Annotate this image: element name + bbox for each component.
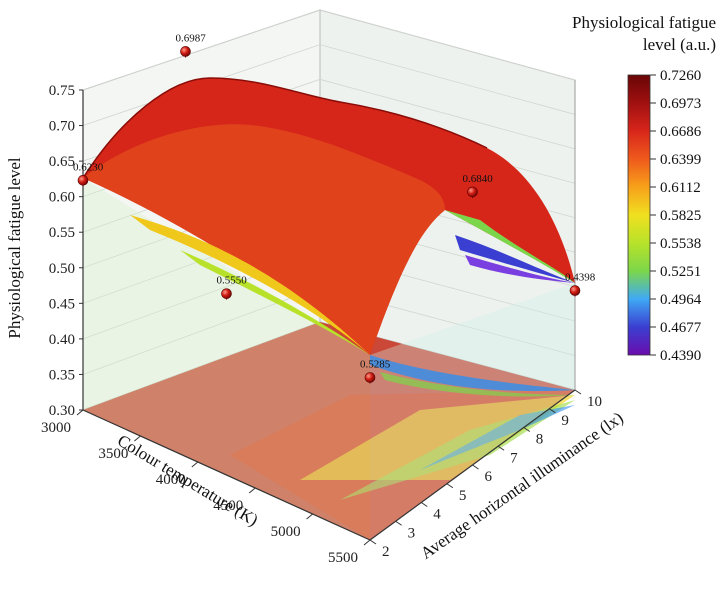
colorbar-tick-label: 0.5251 xyxy=(660,264,701,280)
y-tick-label: 5 xyxy=(459,488,467,504)
colorbar-tick-label: 0.5538 xyxy=(660,236,701,252)
x-tick-mark xyxy=(248,487,256,494)
x-tick-label: 4500 xyxy=(213,498,243,514)
z-tick-label: 0.55 xyxy=(49,225,75,241)
x-tick-label: 5500 xyxy=(328,550,358,566)
y-tick-label: 3 xyxy=(408,525,416,541)
z-tick-label: 0.70 xyxy=(49,119,75,135)
z-tick-label: 0.60 xyxy=(49,190,75,206)
colorbar-tick-label: 0.5825 xyxy=(660,208,701,224)
y-tick-label: 10 xyxy=(587,394,602,410)
y-tick-mark xyxy=(472,464,479,470)
data-point xyxy=(569,285,581,296)
x-tick-mark xyxy=(76,409,84,416)
z-axis-title: Physiological fatigue level xyxy=(5,157,24,339)
data-point xyxy=(180,46,191,57)
y-tick-label: 7 xyxy=(510,450,518,466)
colorbar-tick-label: 0.4677 xyxy=(660,320,702,336)
data-point xyxy=(77,175,89,186)
z-tick-label: 0.65 xyxy=(49,154,75,170)
data-point-label: 0.6987 xyxy=(176,32,207,44)
data-point xyxy=(221,288,232,299)
y-tick-mark xyxy=(549,408,556,414)
z-gridline xyxy=(82,9,576,91)
z-tick-label: 0.35 xyxy=(49,367,75,383)
data-point-label: 0.6230 xyxy=(73,161,104,173)
y-tick-mark xyxy=(446,483,454,489)
data-point-label: 0.5285 xyxy=(360,359,391,371)
y-tick-mark xyxy=(420,502,428,507)
data-point-label: 0.4398 xyxy=(565,272,596,284)
y-tick-label: 4 xyxy=(433,507,441,523)
colorbar-tick-label: 0.4964 xyxy=(660,292,702,308)
colorbar-title-line2: level (a.u.) xyxy=(643,35,716,54)
colorbar-tick-label: 0.6686 xyxy=(660,124,702,140)
y-tick-label: 6 xyxy=(485,469,493,485)
data-point-label: 0.6840 xyxy=(463,173,494,185)
z-tick-label: 0.30 xyxy=(49,403,75,419)
data-point xyxy=(467,186,478,198)
y-tick-mark xyxy=(369,539,377,545)
y-tick-label: 9 xyxy=(561,413,569,429)
y-tick-mark xyxy=(395,520,402,526)
right-face xyxy=(370,283,575,540)
colorbar-tick-label: 0.6399 xyxy=(660,152,701,168)
data-points: 0.62300.69870.72330.55500.52850.68400.43… xyxy=(73,32,596,384)
colorbar-title-line1: Physiological fatigue xyxy=(572,13,716,32)
x-tick-label: 3000 xyxy=(41,420,71,436)
front-face xyxy=(83,178,370,540)
fatigue-surface xyxy=(82,77,575,397)
y-tick-mark xyxy=(574,389,582,395)
y-tick-label: 8 xyxy=(536,432,544,448)
colorbar-gradient xyxy=(627,74,651,356)
data-point-label: 0.5550 xyxy=(217,275,248,287)
colorbar-tick-label: 0.6973 xyxy=(660,96,701,112)
colorbar-tick-label: 0.6112 xyxy=(660,180,701,196)
y-tick-label: 2 xyxy=(382,544,390,560)
y-tick-mark xyxy=(497,445,505,451)
axis-ticks: 0.30 0.35 0.40 0.45 0.50 0.55 0.60 0.65 0.70 0.75… xyxy=(41,83,602,566)
x-tick-mark xyxy=(363,539,371,546)
colorbar-tick-label: 0.7260 xyxy=(660,68,701,84)
x-tick-mark xyxy=(191,461,199,468)
z-tick-label: 0.45 xyxy=(49,296,75,312)
z-tick-label: 0.50 xyxy=(49,261,75,277)
x-tick-label: 3500 xyxy=(98,446,128,462)
x-tick-label: 4000 xyxy=(156,472,186,488)
x-tick-mark xyxy=(134,435,141,442)
colorbar-ticks: 0.7260 0.6973 0.6686 0.6399 0.6112 0.5825 0.55… xyxy=(650,68,702,364)
y-tick-mark xyxy=(523,427,531,432)
z-tick-label: 0.40 xyxy=(49,332,75,348)
x-tick-label: 5000 xyxy=(271,524,301,540)
colorbar-tick-label: 0.4390 xyxy=(660,348,701,364)
z-tick-label: 0.75 xyxy=(49,83,75,99)
data-point xyxy=(364,372,376,383)
colorbar: Physiological fatigue level (a.u.) 0.726… xyxy=(572,13,716,364)
x-tick-mark xyxy=(306,513,313,520)
